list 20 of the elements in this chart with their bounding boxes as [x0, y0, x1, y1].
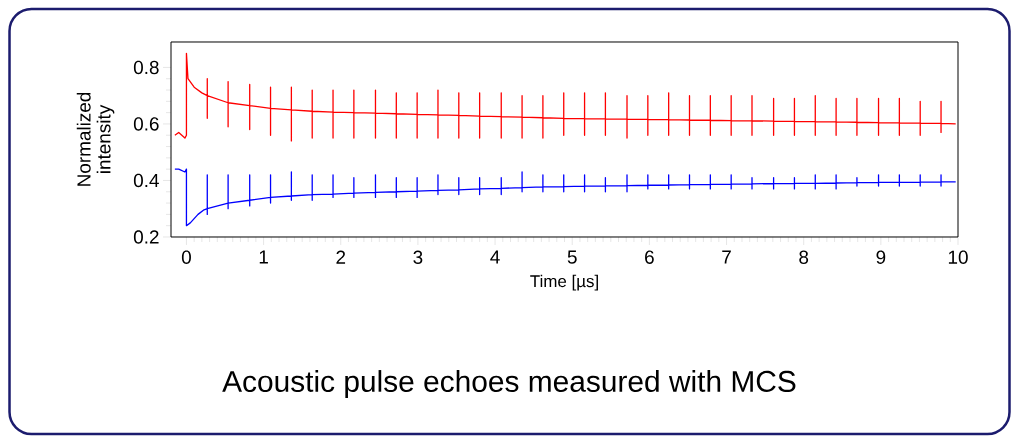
x-tick-label: 6	[645, 250, 654, 264]
line-series	[174, 168, 957, 227]
x-axis-title: Time [µs]	[530, 274, 598, 291]
x-tick-label: 3	[413, 250, 423, 264]
x-tick-label: 1	[259, 250, 268, 264]
x-tick-label: 4	[490, 250, 500, 264]
x-tick-label: 5	[567, 250, 577, 264]
x-tick-label: 8	[799, 250, 809, 264]
x-tick-label: 2	[336, 250, 346, 264]
x-tick-label: 0	[181, 250, 191, 264]
y-tick-label: 0.2	[133, 230, 159, 244]
y-tick-label: 0.6	[133, 117, 159, 131]
line-series	[174, 52, 957, 142]
x-tick-label: 10	[948, 250, 968, 264]
x-tick-label: 9	[876, 250, 886, 264]
text: Acoustic pulse echoes measured with MCS	[222, 370, 796, 398]
y-axis-title: Normalized intensity	[76, 92, 115, 186]
y-tick-label: 0.4	[133, 173, 159, 188]
y-tick-label: 0.8	[133, 60, 159, 75]
x-tick-label: 7	[722, 250, 731, 264]
